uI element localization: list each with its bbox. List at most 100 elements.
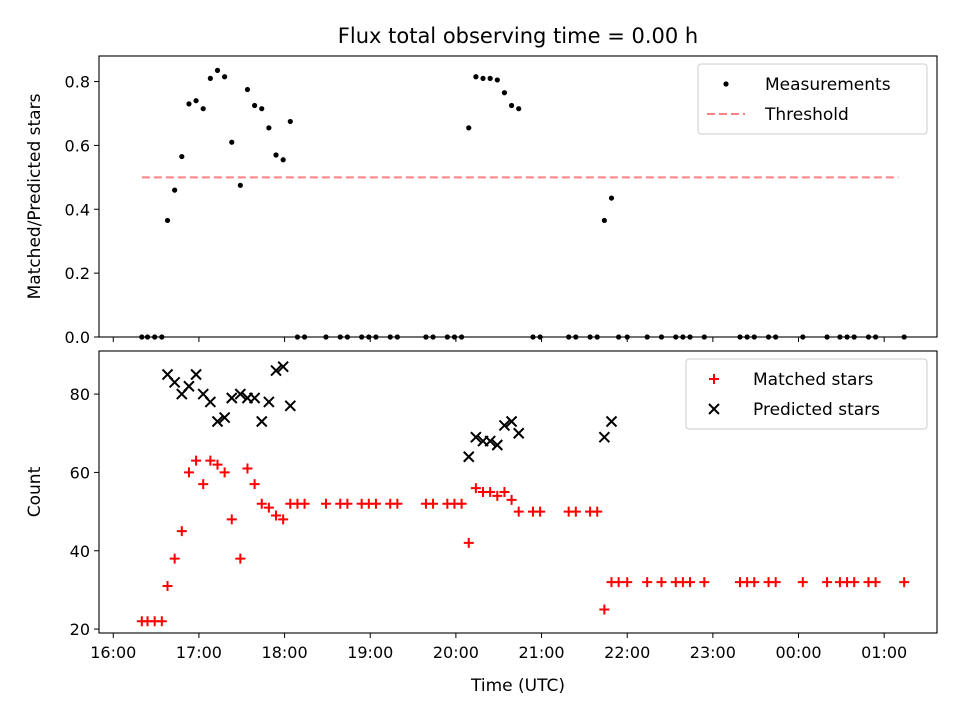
panel-1: 0.0 0.2 0.4 0.6 0.8 Matched/Predicted stars Me… bbox=[25, 55, 938, 347]
data-point bbox=[186, 101, 192, 107]
data-point bbox=[535, 506, 546, 517]
data-point bbox=[744, 334, 750, 340]
data-point bbox=[605, 415, 618, 428]
data-point bbox=[218, 411, 231, 424]
data-point bbox=[263, 396, 275, 408]
data-point bbox=[248, 392, 261, 404]
data-point bbox=[851, 334, 857, 340]
chart-title: Flux total observing time = 0.00 h bbox=[338, 24, 698, 48]
data-point bbox=[642, 577, 653, 588]
data-point bbox=[470, 431, 482, 443]
axes-frame bbox=[98, 55, 938, 338]
data-point bbox=[392, 498, 403, 509]
x-tick-label: 22:00 bbox=[604, 643, 650, 662]
data-point bbox=[608, 195, 615, 201]
data-point bbox=[463, 537, 474, 548]
data-point bbox=[873, 334, 879, 340]
data-point bbox=[505, 415, 518, 428]
data-point bbox=[205, 455, 216, 466]
y-tick-label: 20 bbox=[70, 620, 90, 639]
data-point bbox=[320, 498, 331, 509]
y-tick-label: 0.8 bbox=[65, 73, 90, 92]
data-point bbox=[190, 368, 202, 381]
data-point bbox=[423, 334, 429, 340]
data-point bbox=[624, 334, 630, 340]
data-point bbox=[172, 187, 178, 193]
data-point bbox=[680, 334, 686, 340]
y-tick-label: 40 bbox=[70, 542, 90, 561]
data-point bbox=[656, 577, 667, 588]
data-point bbox=[278, 514, 289, 525]
legend: Measurements Threshold bbox=[697, 63, 928, 135]
y-tick-label: 60 bbox=[70, 463, 90, 482]
data-point bbox=[430, 334, 436, 340]
data-point bbox=[622, 577, 633, 588]
data-point bbox=[444, 334, 450, 340]
data-point bbox=[837, 334, 843, 340]
data-point bbox=[204, 396, 217, 408]
data-point bbox=[685, 577, 696, 588]
data-point bbox=[513, 427, 525, 439]
legend-marker bbox=[708, 403, 720, 415]
data-point bbox=[252, 102, 258, 109]
data-point bbox=[344, 334, 351, 340]
data-point bbox=[594, 334, 600, 340]
y-tick-label: 0.4 bbox=[65, 200, 90, 219]
data-point bbox=[487, 75, 493, 81]
data-point bbox=[259, 106, 265, 112]
data-point bbox=[513, 506, 524, 517]
data-point bbox=[193, 98, 199, 104]
data-point bbox=[179, 153, 185, 160]
data-point bbox=[301, 334, 308, 340]
data-point bbox=[323, 334, 329, 340]
data-point bbox=[849, 577, 860, 588]
data-point bbox=[844, 334, 850, 340]
data-point bbox=[168, 376, 181, 389]
data-point bbox=[751, 334, 757, 340]
data-point bbox=[492, 490, 503, 501]
data-point bbox=[214, 67, 221, 73]
data-point bbox=[256, 415, 268, 428]
axes-frame bbox=[98, 350, 938, 634]
data-point bbox=[152, 334, 158, 340]
x-tick-label: 18:00 bbox=[262, 643, 308, 662]
data-point bbox=[169, 553, 180, 564]
data-point bbox=[601, 217, 607, 224]
data-point bbox=[494, 77, 500, 83]
data-point bbox=[749, 577, 760, 588]
x-tick-label: 20:00 bbox=[433, 643, 479, 662]
data-point bbox=[613, 577, 624, 588]
series-predicted-stars bbox=[161, 360, 618, 463]
data-point bbox=[470, 483, 481, 494]
data-point bbox=[598, 431, 611, 443]
data-point bbox=[266, 125, 272, 131]
data-point bbox=[824, 334, 830, 340]
data-point bbox=[164, 217, 171, 224]
data-point bbox=[570, 506, 581, 517]
legend-box bbox=[685, 358, 928, 430]
legend-label: Threshold bbox=[764, 105, 849, 125]
data-point bbox=[456, 498, 467, 509]
x-tick-label: 21:00 bbox=[519, 643, 565, 662]
y-tick-label: 0.6 bbox=[65, 136, 90, 155]
data-point bbox=[373, 334, 379, 340]
data-point bbox=[183, 467, 194, 478]
data-point bbox=[273, 152, 279, 158]
x-tick-label: 23:00 bbox=[690, 643, 736, 662]
data-point bbox=[463, 451, 475, 463]
series-measurements bbox=[139, 67, 907, 340]
data-point bbox=[501, 90, 508, 96]
x-tick-label: 19:00 bbox=[347, 643, 393, 662]
data-point bbox=[271, 510, 282, 521]
data-point bbox=[212, 459, 223, 470]
data-point bbox=[226, 514, 237, 525]
data-point bbox=[256, 498, 267, 509]
data-point bbox=[183, 380, 195, 392]
legend-label: Measurements bbox=[765, 75, 891, 95]
legend: Matched stars Predicted stars bbox=[685, 358, 928, 430]
data-point bbox=[530, 334, 536, 340]
data-point bbox=[616, 334, 622, 340]
data-point bbox=[473, 74, 479, 80]
